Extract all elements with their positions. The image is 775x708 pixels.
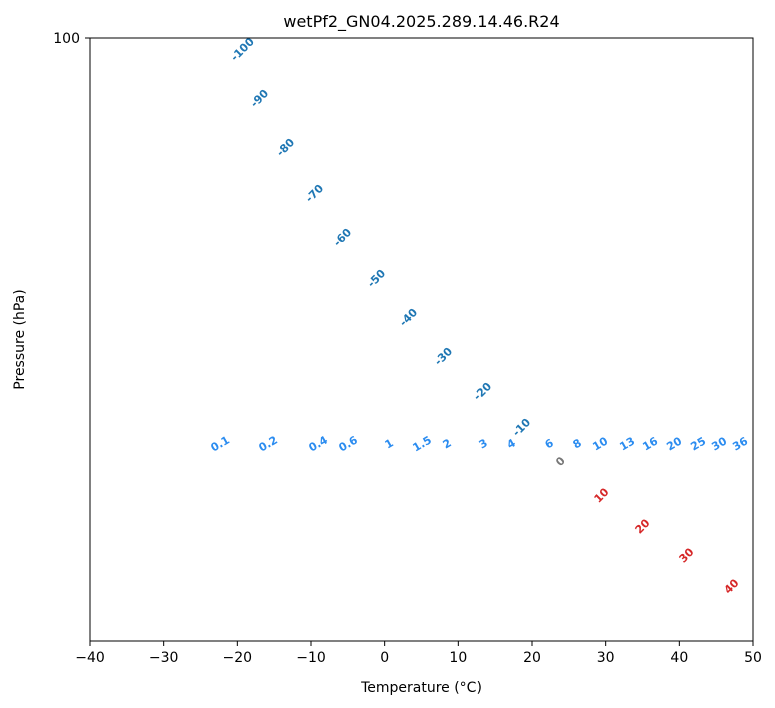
- x-tick-label: −40: [75, 650, 105, 666]
- axis-ticks: −40−30−20−100102030405010020030040050060…: [53, 31, 762, 666]
- x-tick-label: 20: [523, 650, 541, 666]
- plot-frame: [89, 37, 754, 642]
- x-tick-label: 30: [597, 650, 615, 666]
- x-tick-label: −10: [296, 650, 326, 666]
- y-axis-label: Pressure (hPa): [12, 289, 28, 389]
- x-axis-label: Temperature (°C): [360, 680, 482, 696]
- x-tick-label: −20: [223, 650, 253, 666]
- chart-title: wetPf2_GN04.2025.289.14.46.R24: [283, 12, 559, 32]
- x-tick-label: −30: [149, 650, 179, 666]
- x-tick-label: 10: [449, 650, 467, 666]
- x-tick-label: 40: [670, 650, 688, 666]
- y-tick-label: 100: [53, 31, 80, 47]
- x-tick-label: 50: [744, 650, 762, 666]
- x-tick-label: 0: [380, 650, 389, 666]
